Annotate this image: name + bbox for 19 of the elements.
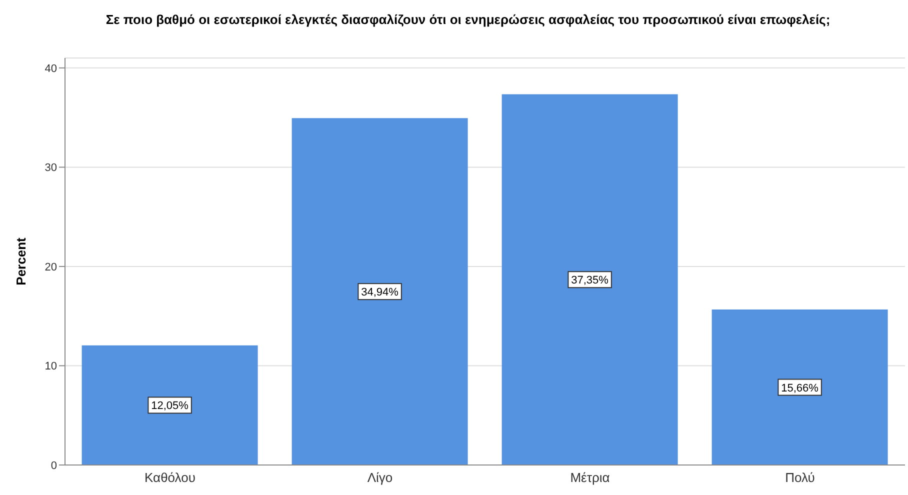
- data-label: 12,05%: [151, 400, 189, 412]
- chart-title: Σε ποιο βαθμό οι εσωτερικοί ελεγκτές διασφαλίζουν ότι οι ενημερώσεις ασφαλείας του προσωπικού είναι επωφελείς;: [104, 12, 832, 27]
- y-tick-label: 0: [50, 460, 57, 472]
- x-tick-label: Καθόλου: [144, 470, 196, 486]
- y-axis-title: Percent: [14, 236, 29, 286]
- data-label: 34,94%: [361, 286, 399, 299]
- bar: [712, 310, 888, 465]
- x-tick-label: Πολύ: [785, 470, 815, 486]
- y-tick-label: 20: [44, 261, 57, 274]
- x-tick-label: Μέτρια: [570, 470, 610, 486]
- bar: [292, 118, 468, 465]
- x-tick-label: Λίγο: [367, 470, 393, 486]
- y-tick-label: 30: [44, 162, 57, 174]
- y-tick-label: 10: [44, 360, 57, 373]
- bar: [502, 94, 678, 465]
- bar: [82, 345, 258, 465]
- data-label: 15,66%: [781, 382, 819, 394]
- data-label: 37,35%: [571, 274, 609, 287]
- y-tick-label: 40: [44, 62, 57, 75]
